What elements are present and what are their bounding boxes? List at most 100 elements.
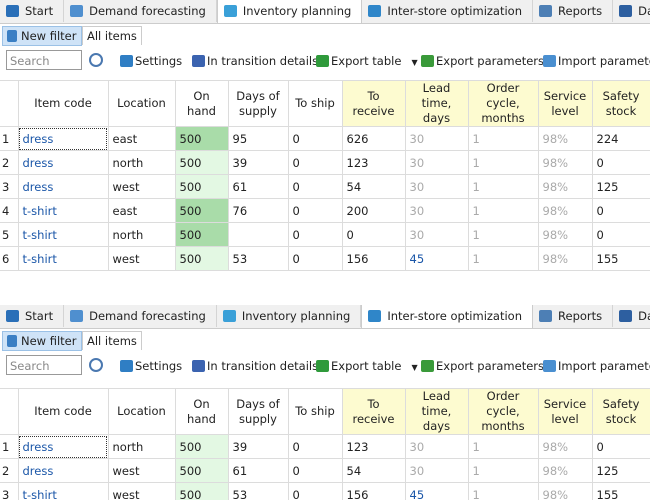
cell[interactable]: 500 [174,174,229,199]
new-filter-button[interactable]: New filter [2,26,82,46]
cell[interactable]: 30 [404,174,469,199]
cell[interactable]: 98% [537,174,593,199]
cell[interactable]: 0 [287,150,343,175]
cell[interactable]: 30 [404,198,469,223]
tab[interactable]: Dashbo [613,305,650,327]
cell[interactable]: dress [17,126,109,151]
cell[interactable]: 39 [227,434,289,459]
cell[interactable]: 1 [467,150,539,175]
column-header[interactable]: Item code [17,388,109,435]
column-header[interactable]: To receive [341,388,406,435]
column-header[interactable]: Order cycle, months [467,80,539,127]
column-header[interactable]: To ship [287,80,343,127]
cell[interactable]: 500 [174,126,229,151]
cell[interactable]: north [107,434,176,459]
column-header[interactable]: Location [107,80,176,127]
toolbar-button[interactable]: Export table ▼ [316,51,418,71]
cell[interactable]: 0 [287,198,343,223]
search-icon[interactable] [89,358,103,372]
toolbar-button[interactable]: Export table ▼ [316,356,418,376]
tab[interactable]: Reports [533,0,614,22]
column-header[interactable]: Safety stock [591,388,650,435]
toolbar-button[interactable]: Export parameters [421,356,544,376]
cell[interactable]: 500 [174,150,229,175]
toolbar-button[interactable]: Settings [120,356,182,376]
cell[interactable]: 98% [537,222,593,247]
cell[interactable]: 0 [591,150,650,175]
cell[interactable]: 1 [467,458,539,483]
cell[interactable]: north [107,150,176,175]
cell[interactable]: 98% [537,482,593,500]
cell[interactable]: 39 [227,150,289,175]
cell[interactable]: 98% [537,150,593,175]
cell[interactable]: 61 [227,174,289,199]
toolbar-button[interactable]: Settings [120,51,182,71]
cell[interactable]: 1 [467,434,539,459]
search-icon[interactable] [89,53,103,67]
tab[interactable]: Dashbo [613,0,650,22]
cell[interactable]: 0 [287,482,343,500]
tab[interactable]: Demand forecasting [64,305,217,327]
tab[interactable]: Start [0,305,65,327]
dropdown-arrow[interactable]: ▼ [411,363,418,372]
cell[interactable]: 45 [404,482,469,500]
cell[interactable]: 98% [537,126,593,151]
all-items-tab[interactable]: All items [82,331,142,350]
cell[interactable]: 76 [227,198,289,223]
cell[interactable]: 156 [341,482,406,500]
cell[interactable]: 500 [174,222,229,247]
toolbar-button[interactable]: In transition details [192,51,318,71]
column-header[interactable]: Lead time, days [404,388,469,435]
dropdown-arrow[interactable]: ▼ [411,58,418,67]
cell[interactable]: 500 [174,198,229,223]
cell[interactable]: 1 [467,482,539,500]
cell[interactable]: 500 [174,458,229,483]
cell[interactable]: 500 [174,434,229,459]
cell[interactable]: 30 [404,150,469,175]
column-header[interactable]: Safety stock [591,80,650,127]
cell[interactable]: 53 [227,246,289,271]
cell[interactable]: 500 [174,246,229,271]
cell[interactable]: 98% [537,434,593,459]
search-box[interactable]: Search [6,355,82,375]
column-header[interactable]: Item code [17,80,109,127]
cell[interactable]: 30 [404,434,469,459]
cell[interactable]: 30 [404,458,469,483]
cell[interactable]: 54 [341,458,406,483]
tab[interactable]: Inventory planning [217,305,362,327]
cell[interactable]: west [107,174,176,199]
toolbar-button[interactable]: Import parameter [543,356,650,376]
column-header[interactable]: Location [107,388,176,435]
column-header[interactable]: On hand [174,80,229,127]
cell[interactable] [227,222,289,247]
toolbar-button[interactable]: Import parameters [543,51,650,71]
cell[interactable]: dress [17,458,109,483]
cell[interactable]: 98% [537,198,593,223]
cell[interactable]: 200 [341,198,406,223]
toolbar-button[interactable]: In transition details [192,356,318,376]
cell[interactable]: 123 [341,150,406,175]
tab[interactable]: Inter-store optimization [362,0,534,22]
cell[interactable]: 0 [591,434,650,459]
cell[interactable]: 0 [287,246,343,271]
tab[interactable]: Demand forecasting [64,0,217,22]
cell[interactable]: t-shirt [17,482,109,500]
cell[interactable]: 53 [227,482,289,500]
cell[interactable]: dress [17,174,109,199]
cell[interactable]: 1 [467,198,539,223]
cell[interactable]: t-shirt [17,222,109,247]
cell[interactable]: 1 [467,222,539,247]
cell[interactable]: 224 [591,126,650,151]
cell[interactable]: north [107,222,176,247]
column-header[interactable]: Order cycle, months [467,388,539,435]
cell[interactable]: 0 [287,222,343,247]
cell[interactable]: 125 [591,174,650,199]
cell[interactable]: dress [17,150,109,175]
cell[interactable]: 0 [287,434,343,459]
cell[interactable]: 155 [591,482,650,500]
cell[interactable]: 0 [591,198,650,223]
cell[interactable]: 155 [591,246,650,271]
column-header[interactable]: On hand [174,388,229,435]
cell[interactable]: east [107,126,176,151]
cell[interactable]: 0 [287,126,343,151]
